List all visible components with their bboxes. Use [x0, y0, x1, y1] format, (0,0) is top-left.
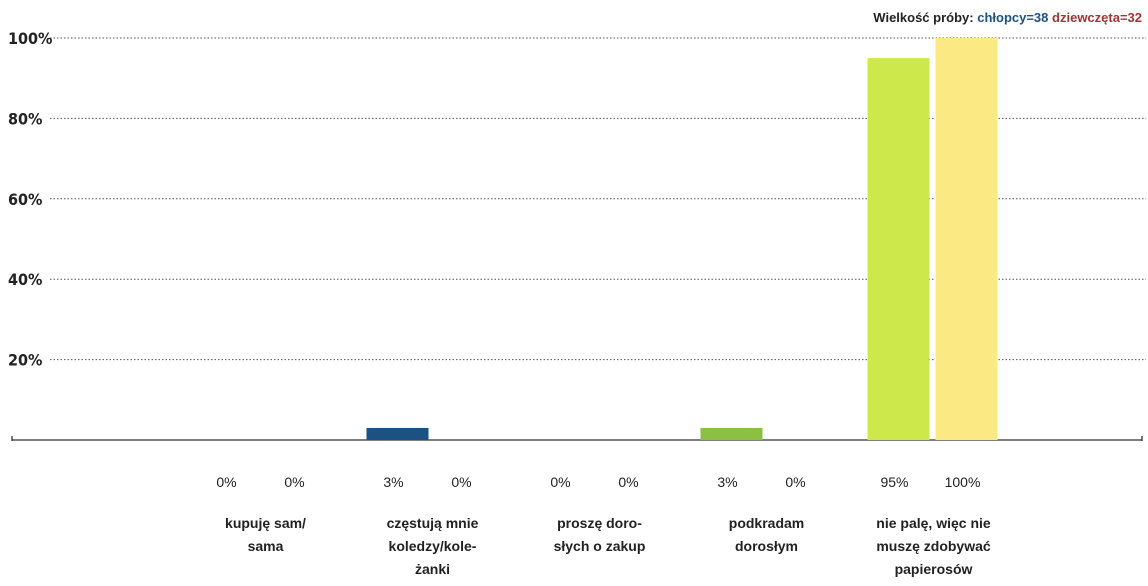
y-tick-label: 40% — [8, 270, 42, 289]
y-axis-ticks: 20% 40% 60% 80% 100% — [8, 29, 52, 370]
value-label: 0% — [785, 474, 805, 490]
category-label: podkradam dorosłym — [729, 515, 804, 554]
bar-5-series-2 — [935, 38, 998, 440]
bar-5-series-1 — [867, 58, 930, 440]
category-labels: kupuję sam/sama częstują mnie koledzy/kole… — [225, 515, 991, 577]
category-label: kupuję sam/sama — [225, 515, 306, 554]
value-label: 100% — [945, 474, 981, 490]
value-label: 3% — [383, 474, 403, 490]
value-label: 3% — [717, 474, 737, 490]
bar-4-series-1 — [700, 427, 763, 440]
value-label: 95% — [880, 474, 908, 490]
value-label: 0% — [216, 474, 236, 490]
gridlines — [50, 37, 1146, 361]
sample-size-girls: dziewczęta=32 — [1052, 10, 1142, 25]
value-label: 0% — [451, 474, 471, 490]
y-tick-label: 100% — [8, 29, 52, 48]
value-label: 0% — [618, 474, 638, 490]
value-label: 0% — [550, 474, 570, 490]
category-label: nie palę, więc nie muszę zdobywać papieros… — [876, 515, 991, 577]
y-tick-label: 60% — [8, 190, 42, 209]
category-label: proszę doro-słych o zakup — [554, 515, 646, 554]
sample-size-note: Wielkość próby: chłopcy=38 dziewczęta=32 — [873, 10, 1142, 25]
y-tick-label: 20% — [8, 351, 42, 370]
sample-size-label: Wielkość próby: — [873, 10, 974, 25]
sample-size-boys: chłopcy=38 — [977, 10, 1049, 25]
value-label: 0% — [284, 474, 304, 490]
category-label: częstują mnie koledzy/kole-żanki — [387, 515, 479, 577]
bars — [366, 38, 998, 440]
y-tick-label: 80% — [8, 109, 42, 128]
bar-2-series-1 — [366, 427, 429, 440]
value-labels: 0% 0% 3% 0% 0% 0% 3% 0% 95% 100% — [216, 474, 980, 490]
